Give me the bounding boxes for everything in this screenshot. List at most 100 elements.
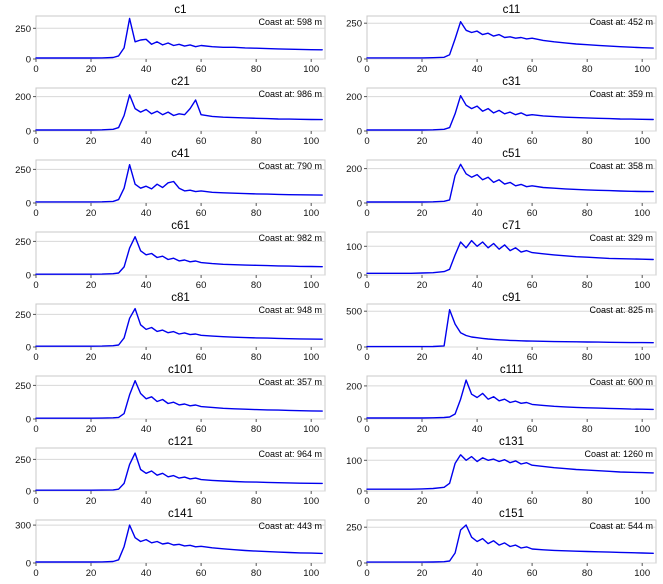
x-tick-label: 20 [86, 496, 97, 507]
x-tick-label: 80 [251, 352, 262, 363]
x-tick-label: 40 [472, 352, 483, 363]
data-line [35, 380, 323, 419]
y-tick-label: 0 [357, 127, 362, 138]
x-tick-label: 80 [251, 208, 262, 219]
x-tick-label: 40 [472, 64, 483, 75]
plot-frame [366, 231, 657, 276]
y-tick-label: 0 [26, 487, 31, 498]
y-tick-label: 0 [357, 271, 362, 282]
x-tick-label: 40 [141, 208, 152, 219]
coast-annotation: Coast at: 986 m [258, 89, 322, 99]
y-tick-label: 100 [346, 456, 362, 467]
x-tick-label: 40 [141, 424, 152, 435]
chart-svg: 0 500 0 20 40 60 80 100 c91 Coast at: 825 m [346, 292, 657, 363]
x-tick-label: 40 [472, 280, 483, 291]
data-line [35, 452, 323, 491]
coast-annotation: Coast at: 358 m [589, 161, 653, 171]
y-tick-label: 0 [357, 559, 362, 570]
chart-svg: 0 100 0 20 40 60 80 100 c131 Coast at: 1260 m [346, 436, 657, 507]
x-tick-label: 0 [364, 496, 369, 507]
coast-annotation: Coast at: 357 m [258, 377, 322, 387]
y-tick-label: 250 [15, 310, 31, 321]
data-line [366, 454, 654, 490]
plot-frame [366, 87, 657, 132]
x-tick-label: 0 [33, 64, 38, 75]
chart-title: c41 [171, 148, 190, 160]
chart-svg: 0 200 0 20 40 60 80 100 c21 Coast at: 986 m [15, 76, 326, 147]
x-tick-label: 40 [472, 208, 483, 219]
x-tick-label: 100 [634, 424, 650, 435]
chart-svg: 0 100 0 20 40 60 80 100 c71 Coast at: 329 m [346, 220, 657, 291]
plot-frame [35, 519, 326, 564]
x-tick-label: 20 [86, 64, 97, 75]
x-tick-label: 60 [527, 64, 538, 75]
data-line [366, 309, 654, 348]
chart-title: c11 [503, 4, 521, 16]
x-tick-label: 80 [582, 64, 593, 75]
x-tick-label: 80 [251, 64, 262, 75]
chart-svg: 0 250 0 20 40 60 80 100 c151 Coast at: 544 m [346, 508, 657, 579]
x-tick-label: 80 [582, 424, 593, 435]
x-tick-label: 20 [86, 208, 97, 219]
chart-svg: 0 300 0 20 40 60 80 100 c141 Coast at: 443 m [15, 508, 326, 579]
x-tick-label: 20 [86, 352, 97, 363]
y-tick-label: 200 [346, 381, 362, 392]
x-tick-label: 20 [417, 496, 428, 507]
y-tick-label: 250 [15, 381, 31, 392]
chart-title: c91 [502, 292, 521, 304]
subplot-c21: 0 200 0 20 40 60 80 100 c21 Coast at: 986 m [0, 75, 331, 147]
y-tick-label: 0 [26, 55, 31, 66]
x-tick-label: 80 [251, 280, 262, 291]
y-tick-label: 0 [26, 271, 31, 282]
x-tick-label: 60 [527, 568, 538, 579]
x-tick-label: 60 [196, 496, 207, 507]
x-tick-label: 20 [417, 64, 428, 75]
x-tick-label: 20 [417, 208, 428, 219]
x-tick-label: 20 [417, 352, 428, 363]
x-tick-label: 100 [634, 352, 650, 363]
x-tick-label: 60 [527, 136, 538, 147]
chart-title: c121 [168, 436, 193, 448]
x-tick-label: 0 [364, 280, 369, 291]
x-tick-label: 20 [417, 424, 428, 435]
x-tick-label: 40 [141, 496, 152, 507]
y-tick-label: 200 [15, 92, 31, 103]
x-tick-label: 60 [196, 352, 207, 363]
chart-svg: 0 250 0 20 40 60 80 100 c81 Coast at: 948 m [15, 292, 326, 363]
coast-annotation: Coast at: 964 m [258, 449, 322, 459]
chart-svg: 0 250 0 20 40 60 80 100 c121 Coast at: 964 m [15, 436, 326, 507]
y-tick-label: 250 [346, 523, 362, 534]
chart-svg: 0 250 0 20 40 60 80 100 c101 Coast at: 357 m [15, 364, 326, 435]
x-tick-label: 80 [582, 496, 593, 507]
data-line [35, 17, 323, 59]
x-tick-label: 20 [417, 136, 428, 147]
plot-frame [35, 159, 326, 204]
plot-frame [35, 15, 326, 60]
x-tick-label: 80 [251, 136, 262, 147]
y-tick-label: 0 [357, 487, 362, 498]
data-line [35, 94, 323, 131]
chart-svg: 0 200 0 20 40 60 80 100 c51 Coast at: 358 m [346, 148, 657, 219]
y-tick-label: 0 [26, 199, 31, 210]
x-tick-label: 0 [364, 208, 369, 219]
y-tick-label: 0 [357, 55, 362, 66]
x-tick-label: 40 [472, 568, 483, 579]
x-tick-label: 60 [196, 568, 207, 579]
subplot-c91: 0 500 0 20 40 60 80 100 c91 Coast at: 825 m [331, 291, 662, 363]
y-tick-label: 0 [26, 559, 31, 570]
coast-annotation: Coast at: 948 m [258, 305, 322, 315]
chart-title: c131 [499, 436, 524, 448]
plot-frame [366, 447, 657, 492]
chart-title: c151 [499, 508, 524, 520]
x-tick-label: 40 [141, 280, 152, 291]
x-tick-label: 40 [141, 136, 152, 147]
x-tick-label: 100 [634, 64, 650, 75]
subplot-c51: 0 200 0 20 40 60 80 100 c51 Coast at: 358 m [331, 147, 662, 219]
x-tick-label: 0 [33, 424, 38, 435]
coast-annotation: Coast at: 452 m [589, 17, 653, 27]
x-tick-label: 40 [472, 136, 483, 147]
chart-svg: 0 250 0 20 40 60 80 100 c11 Coast at: 452 m [346, 4, 657, 75]
x-tick-label: 100 [634, 208, 650, 219]
y-tick-label: 0 [357, 415, 362, 426]
